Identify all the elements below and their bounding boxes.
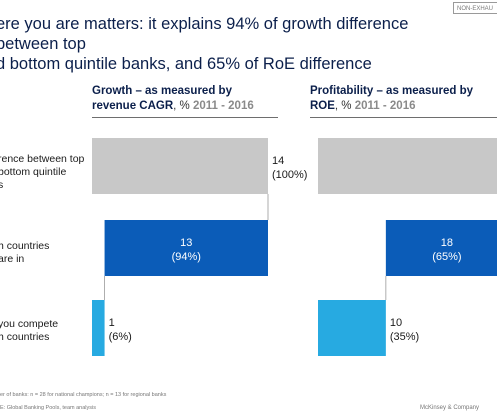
growth-heading-rule <box>92 117 278 118</box>
growth-head-bold: Growth <box>92 85 133 97</box>
profit-head-rest: – as measured by <box>373 85 473 97</box>
profit-head-line2: ROE <box>310 100 335 112</box>
row-label-countries: h countries are in <box>0 240 50 265</box>
row-label-compete: you compete h countries <box>0 318 59 343</box>
profit-value-label-2: 10 <box>390 317 402 329</box>
growth-head-line2: revenue CAGR <box>92 100 174 112</box>
growth-bar-0 <box>92 138 268 194</box>
growth-share-label-2: (6%) <box>109 331 132 343</box>
profit-waterfall-chart: 28(100%)18(65%)10(35%) <box>318 138 497 356</box>
profit-bar-1 <box>385 220 497 276</box>
profit-head-bold: Profitability <box>310 85 374 97</box>
profit-head-years: 2011 - 2016 <box>351 100 416 112</box>
growth-share-label-0: (100%) <box>272 169 307 181</box>
growth-head-unit: , % <box>173 100 190 112</box>
growth-value-label-1: 13 <box>180 237 192 249</box>
profit-panel-heading: Profitability – as measured by ROE, % 20… <box>310 84 497 114</box>
growth-waterfall-chart: 14 (100%) 13 (94%) 1 (6%) <box>92 138 307 356</box>
growth-value-label-2: 1 <box>109 317 115 329</box>
profit-share-label-1: (65%) <box>432 251 461 263</box>
profit-bar-0 <box>318 138 497 194</box>
growth-panel-heading: Growth – as measured by revenue CAGR, % … <box>92 84 277 114</box>
growth-bar-2 <box>92 300 105 356</box>
growth-share-label-1: (94%) <box>172 251 201 263</box>
brand-name: McKinsey & Company <box>420 405 480 411</box>
growth-head-years: 2011 - 2016 <box>189 100 254 112</box>
growth-bar-1 <box>104 220 268 276</box>
growth-head-rest: – as measured by <box>132 85 232 97</box>
profit-heading-rule <box>310 117 497 118</box>
growth-value-label-0: 14 <box>272 155 284 167</box>
footnote-source: E: Global Banking Pools, team analysis <box>0 405 96 411</box>
footnote-sample: er of banks: n = 28 for national champio… <box>0 392 167 398</box>
non-exhaustive-badge: NON-EXHAU <box>453 2 497 14</box>
profit-value-label-1: 18 <box>441 237 453 249</box>
profit-share-label-2: (35%) <box>390 331 419 343</box>
profit-head-unit: , % <box>334 100 352 112</box>
profit-bar-2 <box>318 300 386 356</box>
row-label-total: rence between top bottom quintile s <box>0 153 85 191</box>
page-title: ere you are matters: it explains 94% of … <box>0 15 409 73</box>
